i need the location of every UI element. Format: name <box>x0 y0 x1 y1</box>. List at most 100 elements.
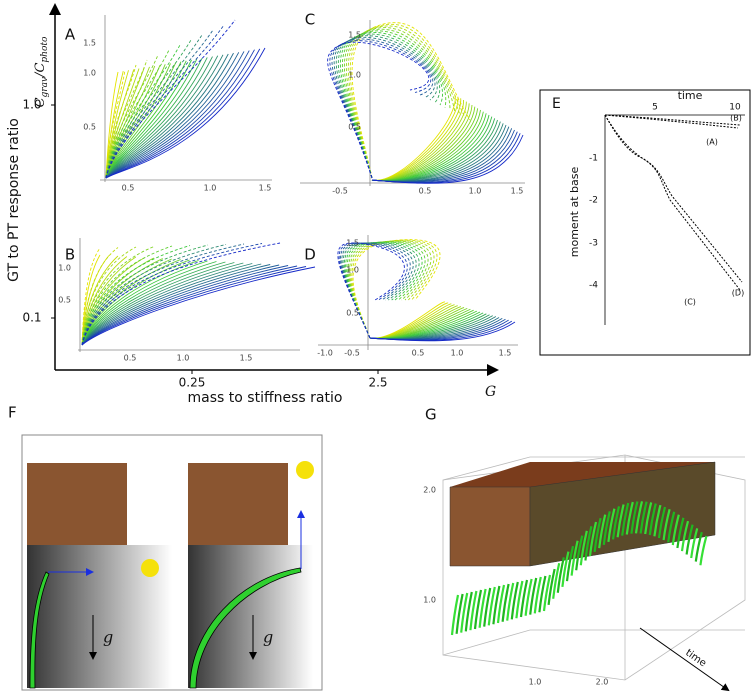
x-tick-label: 1.0 <box>177 354 190 363</box>
curve <box>371 134 524 184</box>
y-tick-label: 1.0 <box>22 98 41 112</box>
ribbon <box>634 501 644 534</box>
ribbon <box>593 517 602 553</box>
y-tick-label: 1.5 <box>83 39 96 48</box>
curve <box>349 24 466 179</box>
curve <box>345 242 423 339</box>
ribbon <box>602 511 611 545</box>
x-tick-label: 1.5 <box>499 349 512 358</box>
ribbon <box>607 508 616 543</box>
curve <box>105 47 266 179</box>
ribbon <box>676 517 685 549</box>
y-axis-title: moment at base <box>568 167 581 258</box>
y-title-part: C <box>33 97 48 107</box>
curve <box>350 240 435 339</box>
ribbon <box>588 521 598 557</box>
ribbon <box>524 578 533 616</box>
curve <box>371 94 456 181</box>
panel-letter: B <box>65 246 75 264</box>
ribbon <box>680 520 690 552</box>
curve <box>105 56 213 179</box>
ribbon <box>690 528 699 559</box>
ribbon <box>510 581 519 620</box>
y-tick-label: 1.5 <box>346 239 359 248</box>
curve-label: (B) <box>730 114 742 123</box>
curve <box>331 38 434 179</box>
curve <box>105 53 229 179</box>
ribbon <box>478 588 487 628</box>
curve <box>105 29 214 179</box>
x-tick-label: 1.5 <box>511 187 524 196</box>
x-tick-label: 1.0 <box>469 187 482 196</box>
ribbon <box>556 557 565 593</box>
ribbon <box>639 501 648 534</box>
y-tick-label: 0.5 <box>346 309 359 318</box>
ribbon <box>644 502 653 535</box>
curve <box>337 242 405 339</box>
ribbon <box>671 514 680 546</box>
curves <box>81 19 524 346</box>
ribbon <box>685 524 694 555</box>
curve <box>81 245 191 346</box>
curve <box>338 242 408 339</box>
x-tick-label: 0.5 <box>412 349 425 358</box>
curve <box>339 32 443 179</box>
ribbon <box>496 584 506 624</box>
panel-letter: F <box>8 404 17 422</box>
curve <box>81 243 245 346</box>
panel-letter: A <box>65 26 76 44</box>
x-tick-label: 5 <box>652 103 658 113</box>
ribbon <box>657 506 667 539</box>
y-tick-label: 0.5 <box>83 123 96 132</box>
y-tick-label: 0.5 <box>348 123 361 132</box>
curve <box>105 52 234 179</box>
ribbon <box>533 576 542 614</box>
ribbon <box>519 579 529 618</box>
ribbon <box>483 587 492 627</box>
x-tick-label: 1.0 <box>529 678 542 687</box>
gravity-symbol: g <box>263 628 273 647</box>
shade <box>188 545 313 688</box>
ribbon <box>565 545 575 582</box>
curve <box>371 106 476 181</box>
ribbon <box>648 503 657 536</box>
x-symbol: G <box>485 384 496 400</box>
ribbon <box>538 575 547 613</box>
curve <box>348 240 432 339</box>
curve-label: (C) <box>684 298 696 307</box>
ribbon <box>506 582 515 621</box>
ribbons <box>450 501 708 636</box>
y-title-part: / <box>33 71 48 79</box>
ribbon <box>487 586 496 626</box>
ribbon <box>579 530 588 566</box>
curve <box>81 243 263 346</box>
stem <box>29 571 50 689</box>
curve <box>105 19 236 179</box>
curve <box>81 247 101 346</box>
ribbon <box>630 501 639 534</box>
curve <box>81 247 119 346</box>
y-tick-label: 1.0 <box>83 69 96 78</box>
curve <box>81 266 316 346</box>
curve <box>105 54 224 179</box>
ribbon <box>662 508 671 541</box>
curve <box>337 33 441 179</box>
stem <box>189 567 302 689</box>
x-tick-label: 2.0 <box>596 678 609 687</box>
y-title-part: C <box>33 63 48 73</box>
gravity-symbol: g <box>103 628 113 647</box>
y-tick-label: 1.0 <box>58 264 71 273</box>
ribbon <box>501 583 510 622</box>
curve <box>105 52 240 179</box>
x-tick-label: -0.5 <box>332 187 348 196</box>
sun <box>141 559 159 577</box>
y-tick-label: 2.0 <box>423 486 436 495</box>
panel-letter: E <box>552 96 561 112</box>
curve <box>371 98 462 181</box>
ribbon <box>575 535 584 571</box>
x-tick-label: -1.0 <box>317 349 333 358</box>
curve <box>351 22 471 179</box>
panel-e-frame <box>539 89 751 356</box>
curve-d <box>604 114 743 283</box>
